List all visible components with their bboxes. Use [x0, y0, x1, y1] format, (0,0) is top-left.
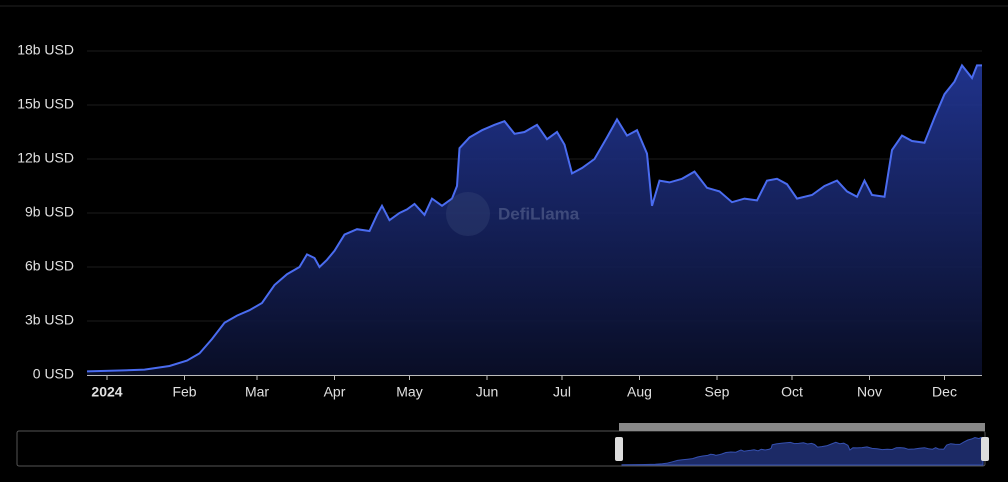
y-tick-label: 9b USD — [25, 204, 74, 220]
x-tick-label: Aug — [627, 384, 652, 400]
watermark-text: DefiLlama — [498, 204, 580, 223]
watermark: DefiLlama — [446, 192, 580, 236]
x-tick-label: Jun — [476, 384, 499, 400]
y-tick-label: 18b USD — [17, 42, 74, 58]
x-tick-label: Dec — [932, 384, 957, 400]
watermark-logo — [446, 192, 490, 236]
brush-handle[interactable] — [615, 437, 623, 461]
x-tick-label: Sep — [705, 384, 730, 400]
brush-handle[interactable] — [981, 437, 989, 461]
y-tick-label: 12b USD — [17, 150, 74, 166]
area-fill — [87, 65, 982, 376]
x-tick-label: Apr — [324, 384, 346, 400]
overview-area — [621, 436, 984, 466]
y-tick-label: 6b USD — [25, 258, 74, 274]
x-tick-label: 2024 — [91, 384, 122, 400]
y-tick-label: 3b USD — [25, 312, 74, 328]
brush-bar[interactable] — [619, 423, 985, 431]
x-tick-label: Jul — [553, 384, 571, 400]
x-tick-label: Nov — [857, 384, 882, 400]
x-tick-label: May — [396, 384, 422, 400]
y-tick-label: 0 USD — [33, 366, 74, 382]
x-tick-label: Feb — [172, 384, 196, 400]
x-tick-label: Oct — [781, 384, 803, 400]
x-tick-label: Mar — [245, 384, 269, 400]
y-tick-label: 15b USD — [17, 96, 74, 112]
area-line — [86, 63, 982, 373]
